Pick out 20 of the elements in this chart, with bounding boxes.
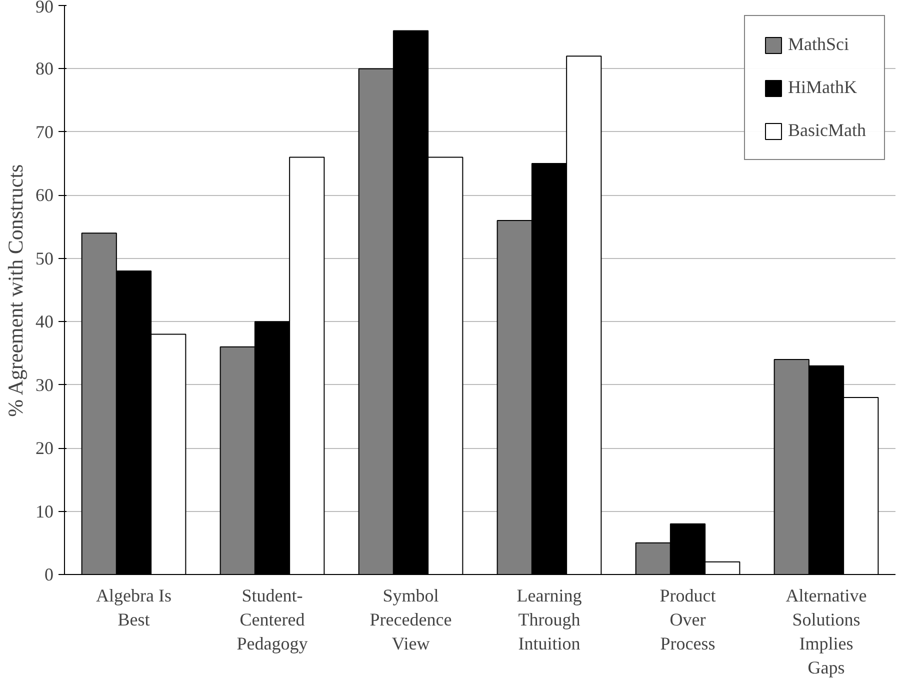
y-tick-label: 40 <box>36 312 54 332</box>
x-tick-label: Symbol Precedence View <box>370 586 452 654</box>
x-tick-label: Learning Through Intuition <box>516 586 582 654</box>
y-tick-label: 50 <box>36 248 54 268</box>
x-tick-label: Student- Centered Pedagogy <box>236 586 308 654</box>
legend-label: HiMathK <box>788 77 857 98</box>
y-tick-label: 60 <box>36 185 54 206</box>
y-tick-label: 80 <box>36 58 54 79</box>
legend-label: MathSci <box>788 34 849 55</box>
y-tick-label: 10 <box>36 501 54 522</box>
x-tick-label: Alternative Solutions Implies Gaps <box>786 586 867 678</box>
x-tick-label: Product Over Process <box>660 586 716 654</box>
y-tick-label: 70 <box>36 122 54 142</box>
y-axis-title: % Agreement with Constructs <box>4 164 28 417</box>
y-tick-label: 30 <box>36 374 54 395</box>
y-tick-label: 90 <box>36 0 54 16</box>
y-tick-label: 0 <box>44 564 54 584</box>
x-tick-label: Algebra Is Best <box>96 586 172 630</box>
legend-label: BasicMath <box>788 120 866 141</box>
y-tick-label: 20 <box>36 438 54 458</box>
